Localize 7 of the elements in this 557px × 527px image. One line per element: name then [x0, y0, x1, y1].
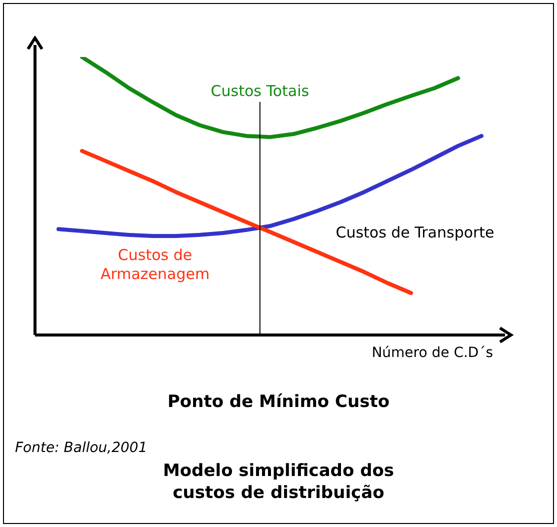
series-label: Custos Totais: [210, 82, 310, 100]
text: Ponto de Mínimo Custo: [166, 392, 391, 412]
text: Custos de Armazenagem: [100, 246, 210, 283]
source-note: Fonte: Ballou,2001: [15, 440, 148, 456]
x-axis-title: Número de C.D´s: [372, 345, 493, 361]
series-label: Custos de Transporte: [336, 224, 494, 242]
text: Modelo simplificado dos custos de distribuição: [162, 460, 396, 504]
